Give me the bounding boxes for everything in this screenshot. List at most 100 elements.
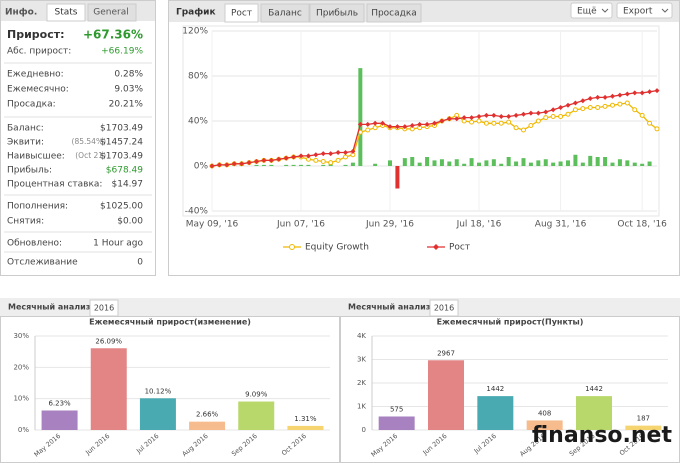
monthly-header — [340, 298, 680, 316]
button[interactable] — [570, 2, 613, 19]
marker — [565, 111, 571, 117]
marker — [335, 157, 341, 163]
tab-label: 2016 — [434, 304, 454, 313]
bar — [551, 162, 556, 166]
row-label: Ежемесячно: — [7, 85, 69, 95]
marker — [439, 118, 445, 124]
bar — [617, 159, 622, 166]
tab-label: Прибыль — [316, 9, 358, 19]
marker — [617, 101, 623, 107]
y-tick-label: 120% — [182, 27, 208, 37]
tab-label[interactable]: General — [93, 8, 128, 18]
y-tick-label: 40% — [188, 117, 208, 127]
row-label: Отслеживание — [7, 258, 78, 268]
marker — [461, 115, 467, 121]
button-label: Export — [623, 7, 653, 17]
marker — [624, 100, 630, 106]
marker — [491, 112, 497, 118]
y-tick-label: 0 — [362, 426, 366, 434]
bar — [491, 159, 496, 166]
marker — [572, 107, 578, 113]
marker — [469, 115, 475, 121]
marker — [454, 116, 460, 122]
row-value: 1 Hour ago — [93, 239, 143, 249]
value-label: 408 — [538, 409, 551, 417]
marker — [209, 163, 215, 169]
value-label: 9.09% — [245, 391, 268, 399]
marker — [572, 100, 578, 106]
bar — [299, 164, 303, 166]
marker — [224, 162, 230, 168]
marker — [305, 153, 311, 159]
tab[interactable] — [260, 3, 310, 23]
marker — [283, 155, 289, 161]
y-tick-label: -40% — [185, 207, 209, 217]
bar — [139, 398, 176, 430]
marker — [417, 121, 423, 127]
bar — [469, 158, 474, 166]
marker — [424, 121, 430, 127]
row-label: Ежедневно: — [7, 70, 64, 80]
tab[interactable] — [366, 3, 422, 23]
bar — [189, 421, 226, 430]
tab-label: Баланс — [268, 9, 302, 19]
bar — [647, 161, 652, 166]
marker — [624, 91, 630, 97]
panel-title: Месячный анализ — [8, 303, 91, 312]
marker — [587, 96, 593, 101]
y-tick-label: 0% — [194, 162, 209, 172]
marker — [617, 92, 623, 98]
marker — [343, 154, 348, 160]
tab-label: Рост — [231, 9, 252, 19]
value-label: 2967 — [437, 349, 455, 357]
marker — [491, 120, 497, 126]
bar — [514, 161, 519, 166]
bar — [238, 401, 275, 430]
tab[interactable] — [46, 3, 86, 22]
chart-title: Ежемесячный прирост(Пункты) — [437, 318, 584, 327]
marker — [602, 103, 608, 109]
tab[interactable] — [309, 3, 365, 23]
dropdown-arrow — [661, 8, 669, 13]
marker — [528, 110, 534, 116]
row-value: $1703.49 — [100, 124, 143, 134]
marker — [261, 157, 267, 163]
row-label: Пополнения: — [7, 202, 68, 212]
tab-label[interactable]: Stats — [55, 8, 78, 18]
marker — [409, 123, 415, 128]
marker — [313, 157, 319, 163]
row-value: $0.00 — [117, 217, 143, 227]
bar — [625, 425, 662, 430]
row-value: $14.97 — [112, 180, 144, 190]
marker — [513, 125, 519, 131]
marker — [639, 112, 645, 118]
marker — [365, 127, 371, 133]
tab[interactable] — [89, 299, 119, 317]
marker — [298, 153, 304, 159]
button[interactable] — [616, 2, 673, 19]
bar — [321, 164, 326, 166]
tab[interactable] — [224, 3, 259, 23]
marker — [469, 119, 475, 125]
bar — [576, 396, 612, 430]
y-tick-label: 20% — [13, 363, 29, 371]
value-label: 26.09% — [95, 337, 122, 345]
row-value: $1025.00 — [100, 202, 143, 212]
bar — [439, 159, 444, 166]
bar — [610, 162, 615, 166]
bar — [428, 360, 464, 430]
marker — [387, 124, 393, 130]
marker — [357, 121, 363, 127]
marker — [432, 120, 437, 126]
tab[interactable] — [429, 299, 459, 317]
button-label: Ещё — [577, 7, 597, 17]
monthly-header — [0, 298, 340, 316]
marker — [231, 161, 237, 167]
marker — [580, 106, 586, 112]
bar — [287, 425, 324, 430]
bar — [558, 161, 563, 166]
x-tick-label: Jun 07, '16 — [276, 220, 325, 230]
bar — [595, 157, 600, 166]
bar — [477, 162, 481, 166]
tab[interactable] — [87, 3, 137, 22]
